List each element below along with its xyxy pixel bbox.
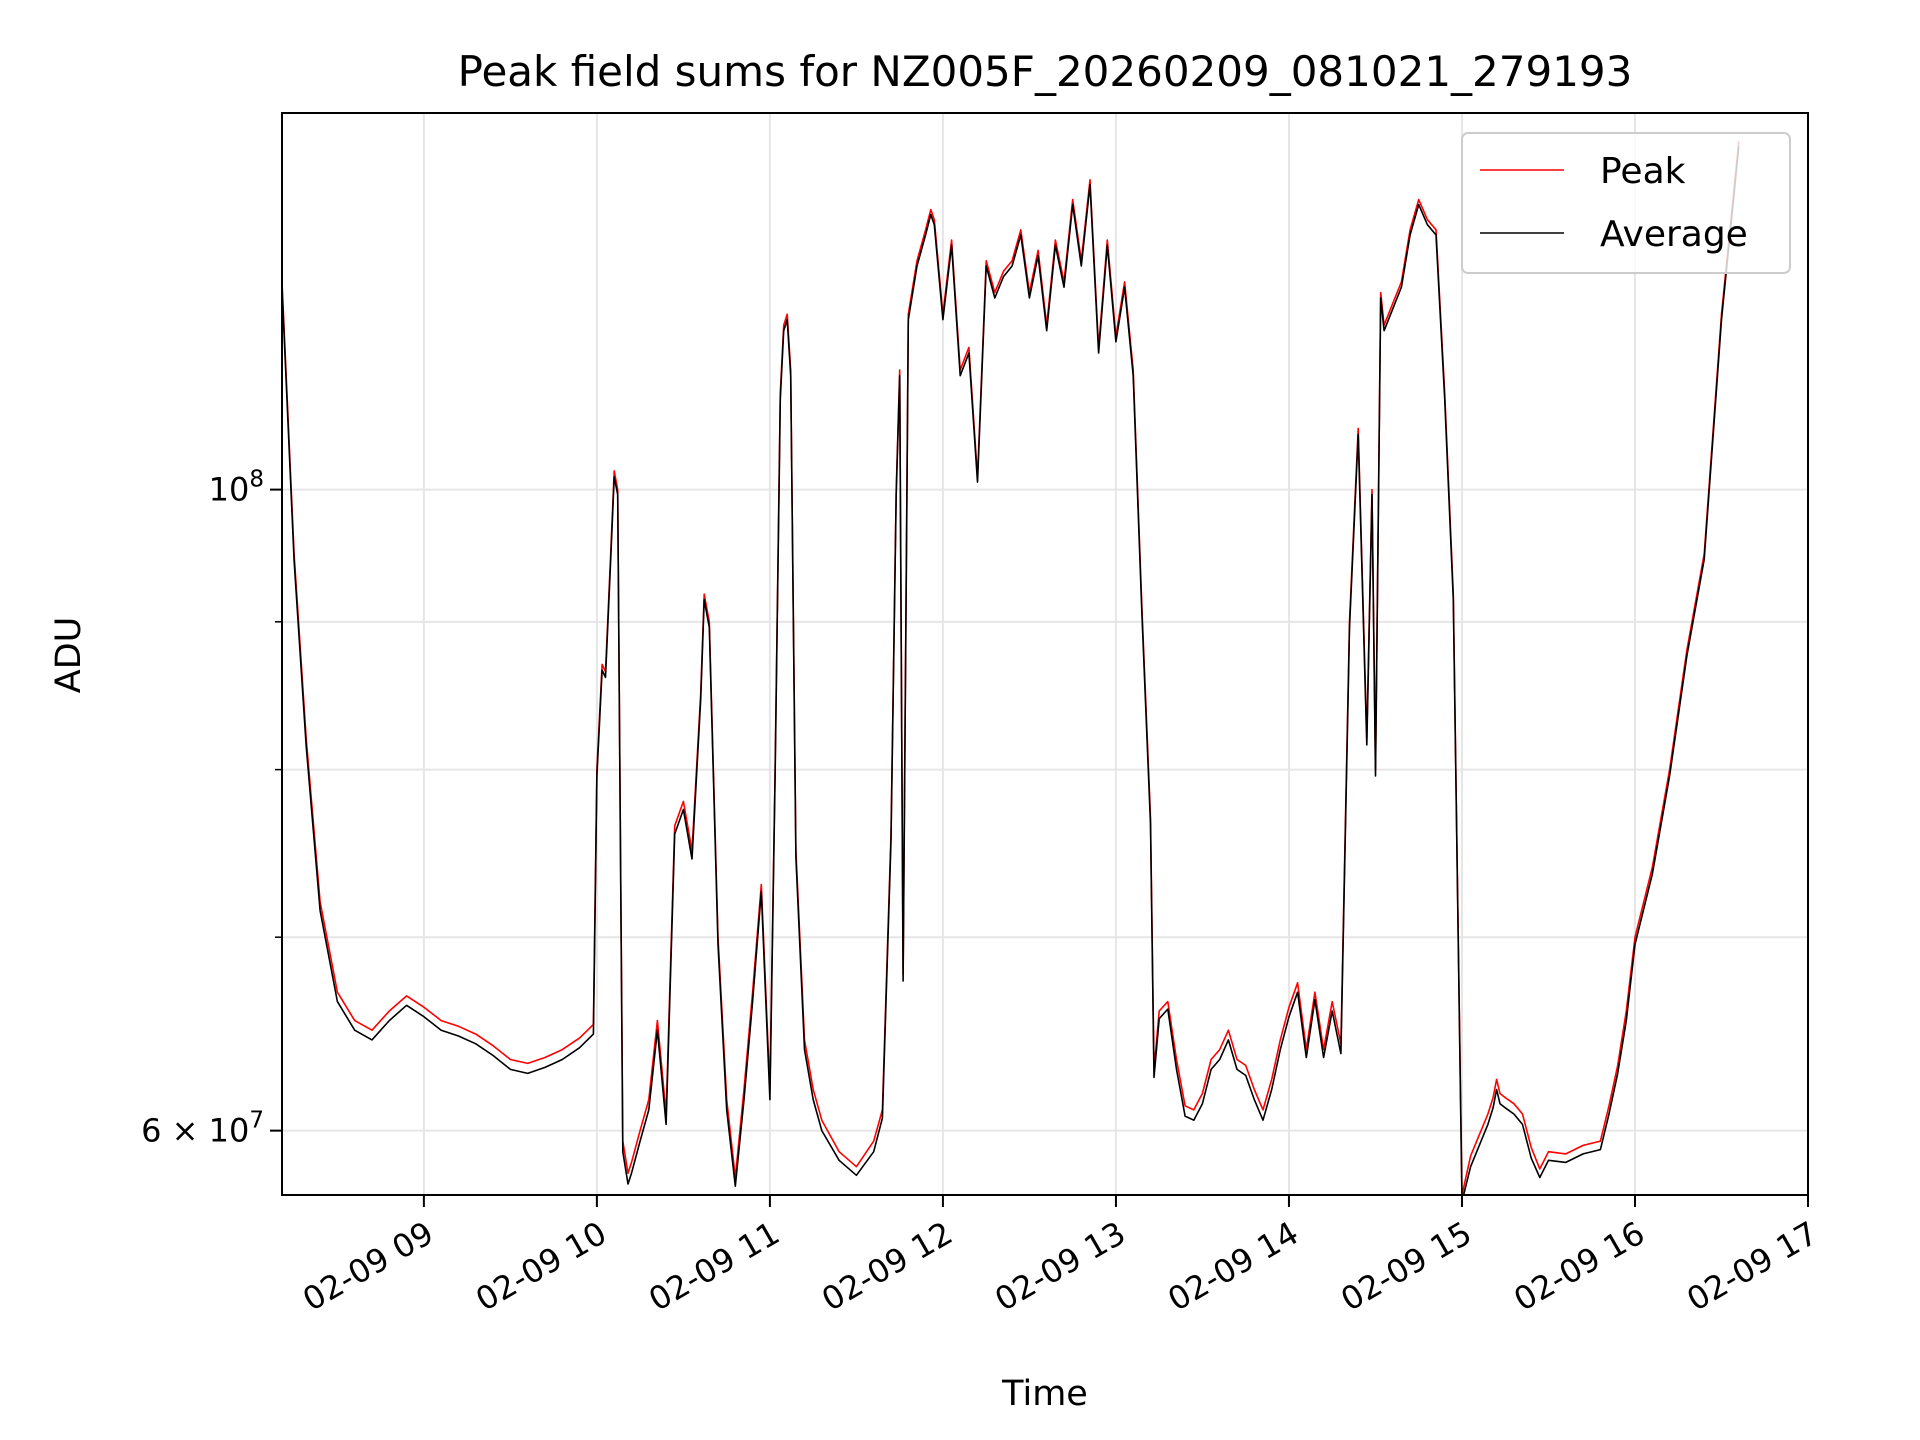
legend-label-peak: Peak — [1600, 151, 1686, 192]
legend-label-average: Average — [1600, 214, 1748, 255]
plot-frame — [281, 112, 1809, 1196]
y-tick-label: 6 × 107 — [141, 1108, 264, 1150]
y-tick-label: 108 — [209, 467, 264, 509]
chart-title: Peak field sums for NZ005F_20260209_0810… — [458, 47, 1633, 96]
legend: Peak Average — [1461, 132, 1791, 274]
series-layer — [282, 141, 1740, 1195]
series-line-average — [282, 145, 1740, 1195]
y-axis-label: ADU — [49, 617, 89, 694]
legend-frame — [1461, 132, 1791, 274]
x-axis-label: Time — [1001, 1374, 1088, 1414]
y-axis: 108 6 × 107 — [141, 467, 282, 1150]
